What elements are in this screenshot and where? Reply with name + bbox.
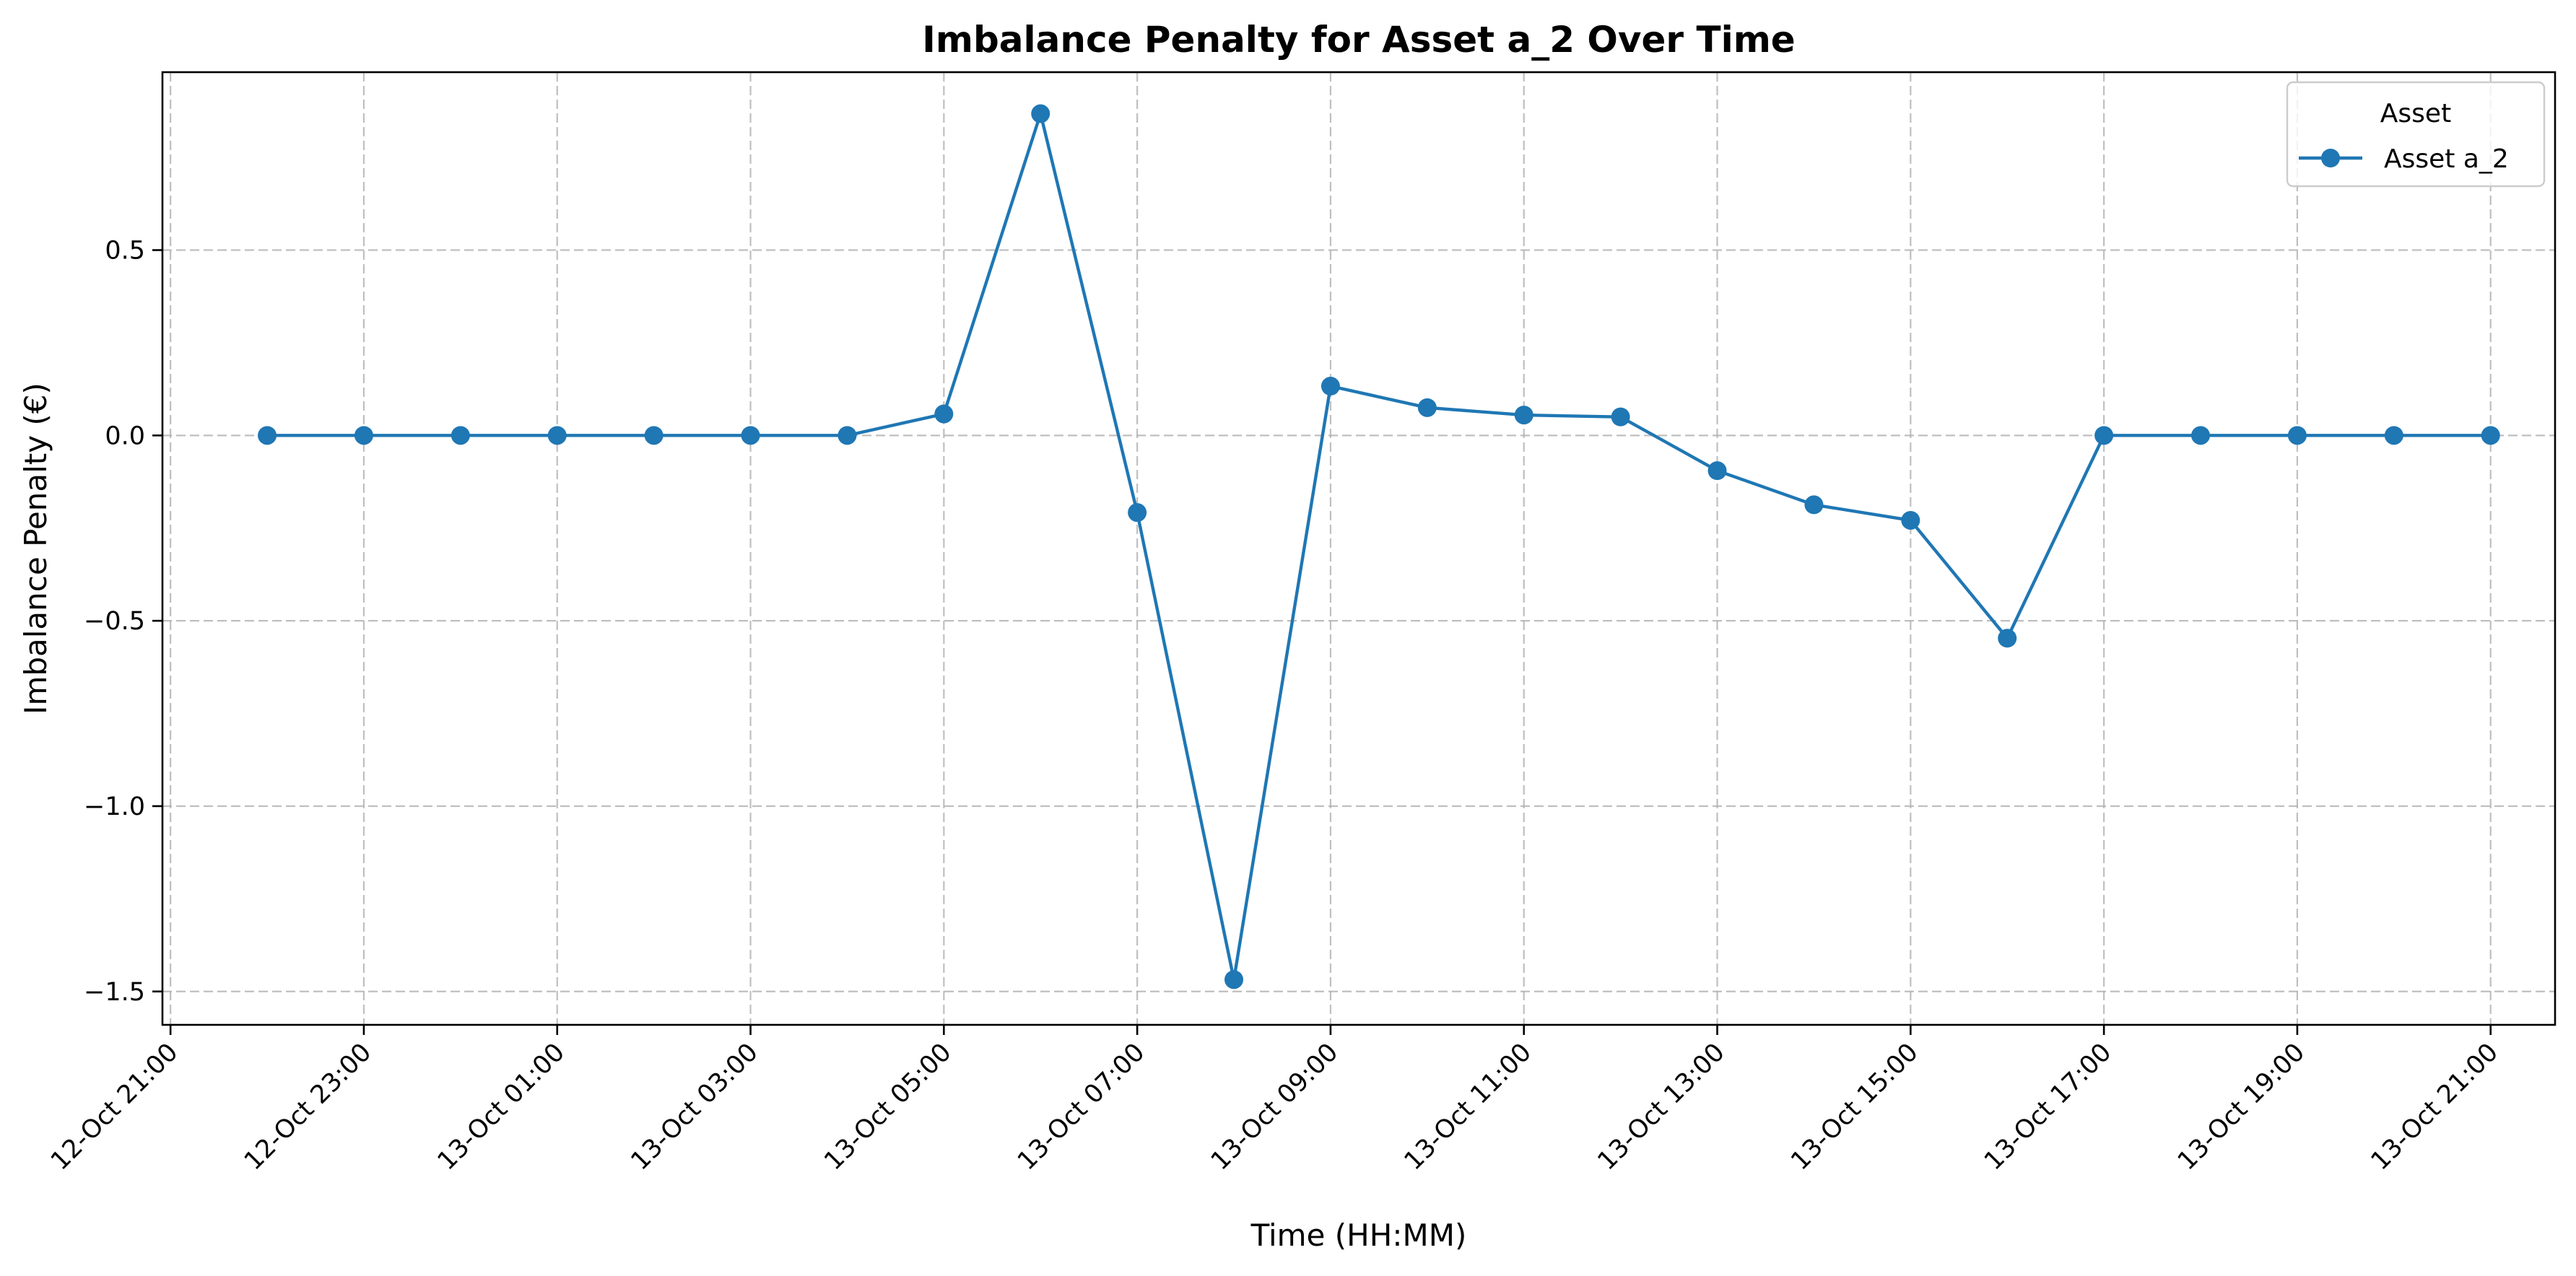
legend-frame <box>2286 81 2546 188</box>
y-tick-label: −1.5 <box>84 978 145 1007</box>
data-point <box>1514 406 1533 425</box>
y-tick-label: −0.5 <box>84 607 145 636</box>
legend-title: Asset <box>2380 99 2451 128</box>
data-point <box>451 426 470 445</box>
chart-title: Imbalance Penalty for Asset a_2 Over Tim… <box>922 19 1795 61</box>
y-tick-label: −1.0 <box>84 792 145 821</box>
data-point <box>1611 407 1630 427</box>
data-point <box>2094 426 2114 445</box>
legend-marker-swatch <box>2321 149 2340 167</box>
data-point <box>1224 970 1244 989</box>
data-point <box>1998 629 2017 648</box>
x-axis-label: Time (HH:MM) <box>1250 1218 1467 1253</box>
data-point <box>2191 426 2211 445</box>
data-point <box>1804 495 1824 515</box>
data-point <box>354 426 373 445</box>
data-point <box>1707 461 1727 481</box>
plot-frame <box>161 71 2557 1026</box>
y-tick-label: 0.5 <box>105 237 145 266</box>
y-tick-label: 0.0 <box>105 421 145 450</box>
data-point <box>2481 426 2500 445</box>
data-point <box>934 404 954 424</box>
legend: Asset Asset a_2 <box>2286 81 2546 188</box>
series-line-asset-a2 <box>267 112 2491 982</box>
data-point <box>2384 426 2403 445</box>
data-point <box>1901 510 1920 530</box>
data-point <box>258 426 277 445</box>
data-point <box>644 426 663 445</box>
data-point <box>741 426 760 445</box>
data-point <box>1031 104 1050 123</box>
plot-area <box>258 104 2500 989</box>
data-point <box>2287 426 2307 445</box>
data-point <box>837 426 857 445</box>
data-point <box>547 426 567 445</box>
data-point <box>1320 377 1340 396</box>
y-axis-label: Imbalance Penalty (€) <box>18 383 53 715</box>
data-point <box>1417 398 1437 417</box>
legend-entry-asset-a2: Asset a_2 <box>2384 144 2509 174</box>
data-point <box>1128 503 1147 523</box>
